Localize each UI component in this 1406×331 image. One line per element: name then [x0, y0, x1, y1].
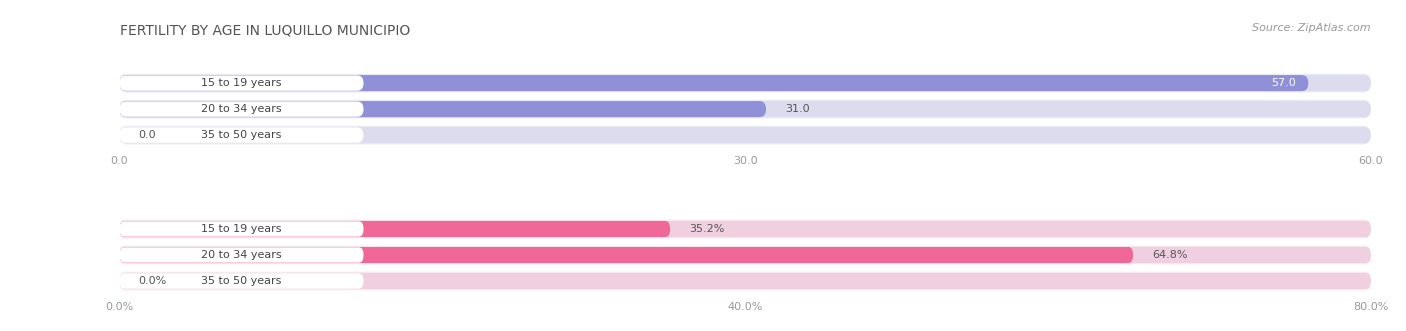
FancyBboxPatch shape — [120, 273, 364, 289]
FancyBboxPatch shape — [120, 74, 1371, 92]
Text: 20 to 34 years: 20 to 34 years — [201, 250, 281, 260]
Text: 31.0: 31.0 — [785, 104, 810, 114]
Text: 15 to 19 years: 15 to 19 years — [201, 224, 281, 234]
Text: Source: ZipAtlas.com: Source: ZipAtlas.com — [1253, 23, 1371, 33]
FancyBboxPatch shape — [120, 101, 766, 117]
FancyBboxPatch shape — [120, 75, 1371, 91]
FancyBboxPatch shape — [120, 247, 364, 263]
FancyBboxPatch shape — [120, 101, 364, 117]
FancyBboxPatch shape — [120, 127, 364, 143]
FancyBboxPatch shape — [120, 247, 1133, 263]
Text: FERTILITY BY AGE IN LUQUILLO MUNICIPIO: FERTILITY BY AGE IN LUQUILLO MUNICIPIO — [120, 23, 409, 37]
Text: 35 to 50 years: 35 to 50 years — [201, 130, 281, 140]
FancyBboxPatch shape — [120, 75, 1308, 91]
Text: 20 to 34 years: 20 to 34 years — [201, 104, 281, 114]
Text: 0.0: 0.0 — [138, 130, 156, 140]
Text: 64.8%: 64.8% — [1152, 250, 1187, 260]
Text: 15 to 19 years: 15 to 19 years — [201, 78, 281, 88]
FancyBboxPatch shape — [120, 273, 1371, 289]
FancyBboxPatch shape — [120, 100, 1371, 118]
FancyBboxPatch shape — [120, 221, 671, 237]
FancyBboxPatch shape — [120, 75, 364, 91]
FancyBboxPatch shape — [120, 272, 1371, 290]
FancyBboxPatch shape — [120, 221, 1371, 237]
FancyBboxPatch shape — [120, 127, 1371, 143]
FancyBboxPatch shape — [120, 221, 364, 237]
Text: 35.2%: 35.2% — [689, 224, 724, 234]
FancyBboxPatch shape — [120, 126, 1371, 144]
FancyBboxPatch shape — [120, 246, 1371, 264]
Text: 0.0%: 0.0% — [138, 276, 166, 286]
FancyBboxPatch shape — [120, 247, 1371, 263]
Text: 35 to 50 years: 35 to 50 years — [201, 276, 281, 286]
FancyBboxPatch shape — [120, 101, 1371, 117]
FancyBboxPatch shape — [120, 220, 1371, 238]
Text: 57.0: 57.0 — [1271, 78, 1296, 88]
